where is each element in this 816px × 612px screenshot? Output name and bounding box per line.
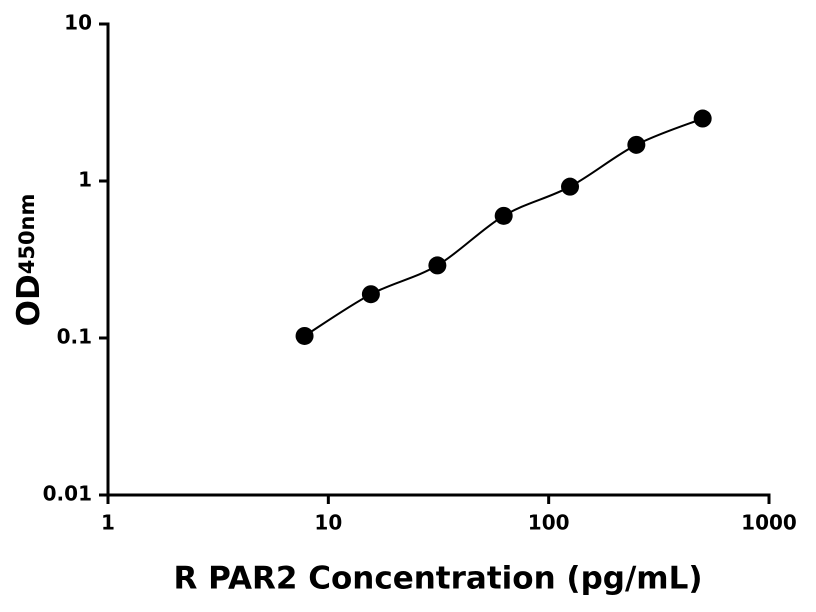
x-tick-label: 100	[528, 511, 570, 535]
data-point	[693, 109, 712, 128]
y-axis-label: OD450nm	[11, 194, 47, 327]
y-axis-label-sub: 450nm	[15, 194, 39, 275]
data-point	[627, 135, 646, 154]
fit-curve	[304, 117, 704, 337]
data-point	[295, 326, 314, 345]
data-point	[361, 285, 380, 304]
y-tick-label: 0.01	[43, 482, 92, 506]
x-tick-label: 10	[314, 511, 342, 535]
data-point	[428, 256, 447, 275]
y-tick-label: 1	[78, 168, 92, 192]
y-tick-label: 0.1	[57, 325, 92, 349]
x-tick-label: 1	[101, 511, 115, 535]
data-point	[494, 206, 513, 225]
x-tick-label: 1000	[741, 511, 797, 535]
x-axis-label: R PAR2 Concentration (pg/mL)	[173, 561, 702, 597]
y-tick-label: 10	[64, 11, 92, 35]
data-point	[561, 177, 580, 196]
y-axis-label-main: OD	[11, 274, 47, 326]
